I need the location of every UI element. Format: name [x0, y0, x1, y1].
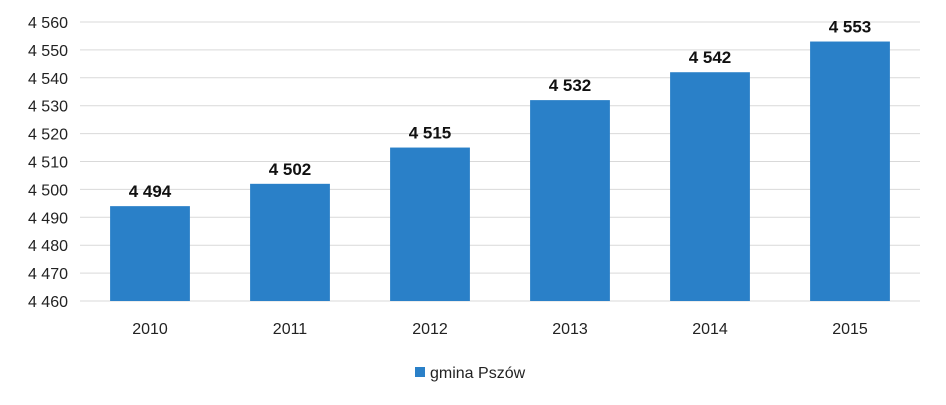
y-tick-label: 4 470 — [28, 266, 68, 283]
legend-swatch — [415, 367, 425, 377]
y-tick-label: 4 460 — [28, 294, 68, 311]
data-label-2011: 4 502 — [269, 160, 312, 179]
bar-2011 — [250, 183, 330, 301]
bars — [110, 41, 890, 302]
y-tick-label: 4 560 — [28, 15, 68, 32]
y-tick-label: 4 510 — [28, 155, 68, 172]
bar-2010 — [110, 206, 190, 301]
y-tick-label: 4 530 — [28, 99, 68, 116]
bar-2013 — [530, 100, 610, 302]
bar-2014 — [670, 72, 750, 301]
x-tick-label-2010: 2010 — [132, 321, 168, 338]
gridlines — [80, 21, 920, 302]
data-label-2013: 4 532 — [549, 76, 592, 95]
x-tick-label-2011: 2011 — [273, 321, 308, 338]
y-tick-label: 4 540 — [28, 71, 68, 88]
legend: gmina Pszów — [415, 365, 526, 382]
y-tick-label: 4 490 — [28, 210, 68, 227]
y-tick-label: 4 500 — [28, 182, 68, 199]
data-label-2015: 4 553 — [829, 18, 872, 37]
x-tick-label-2015: 2015 — [832, 321, 868, 338]
data-label-2012: 4 515 — [409, 124, 452, 143]
y-axis-tick-labels: 4 460 4 470 4 480 4 490 4 500 4 510 4 520 4 530… — [28, 15, 68, 311]
data-labels: 4 494 4 502 4 515 4 532 4 542 4 553 — [129, 18, 872, 202]
bar-2015 — [810, 41, 890, 301]
y-tick-label: 4 480 — [28, 238, 68, 255]
bar-2012 — [390, 147, 470, 301]
legend-label: gmina Pszów — [430, 365, 526, 382]
x-axis-tick-labels: 2010 2011 2012 2013 2014 2015 — [132, 321, 868, 338]
x-tick-label-2014: 2014 — [692, 321, 728, 338]
data-label-2014: 4 542 — [689, 48, 732, 67]
x-tick-label-2013: 2013 — [552, 321, 588, 338]
x-tick-label-2012: 2012 — [412, 321, 448, 338]
y-tick-label: 4 550 — [28, 43, 68, 60]
y-tick-label: 4 520 — [28, 127, 68, 144]
data-label-2010: 4 494 — [129, 182, 172, 201]
